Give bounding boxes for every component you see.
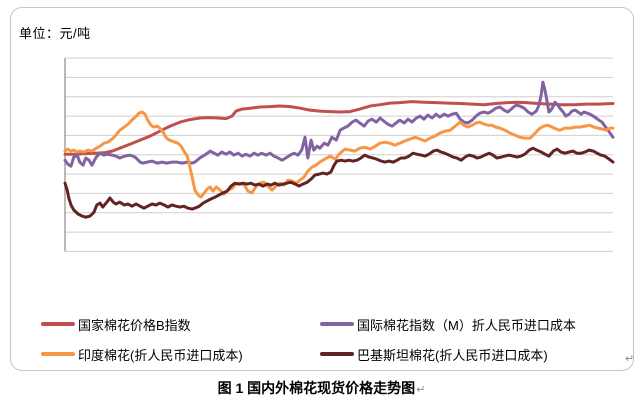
legend-swatch-pakistan-cotton <box>320 352 354 356</box>
series-line-0 <box>63 100 615 156</box>
figure-caption: 图 1 国内外棉花现货价格走势图↵ <box>0 378 643 398</box>
series-line-2 <box>63 110 615 199</box>
legend-swatch-international-cotton-index-m <box>320 322 354 326</box>
legend-label: 巴基斯坦棉花(折人民币进口成本) <box>357 347 548 363</box>
paragraph-return-mark: ↵ <box>625 353 635 365</box>
figure-caption-text: 图 1 国内外棉花现货价格走势图 <box>217 380 416 396</box>
series-line-3 <box>63 146 615 219</box>
unit-label: 单位：元/吨 <box>19 26 91 41</box>
legend-label: 国家棉花价格B指数 <box>78 317 191 333</box>
legend-item-national-cotton-price-b-index: 国家棉花价格B指数 <box>41 316 191 333</box>
caption-return-mark: ↵ <box>416 384 426 396</box>
legend-item-pakistan-cotton: 巴基斯坦棉花(折人民币进口成本) <box>320 346 548 363</box>
legend-label: 国际棉花指数（M）折人民币进口成本 <box>357 317 576 333</box>
legend-item-international-cotton-index-m: 国际棉花指数（M）折人民币进口成本 <box>320 316 576 333</box>
legend-label: 印度棉花(折人民币进口成本) <box>78 347 243 363</box>
legend-swatch-national-cotton-price-b-index <box>41 322 75 326</box>
series-line-1 <box>63 80 615 168</box>
legend-swatch-india-cotton <box>41 352 75 356</box>
chart-panel: 单位：元/吨 <box>10 7 634 371</box>
legend-item-india-cotton: 印度棉花(折人民币进口成本) <box>41 346 243 363</box>
